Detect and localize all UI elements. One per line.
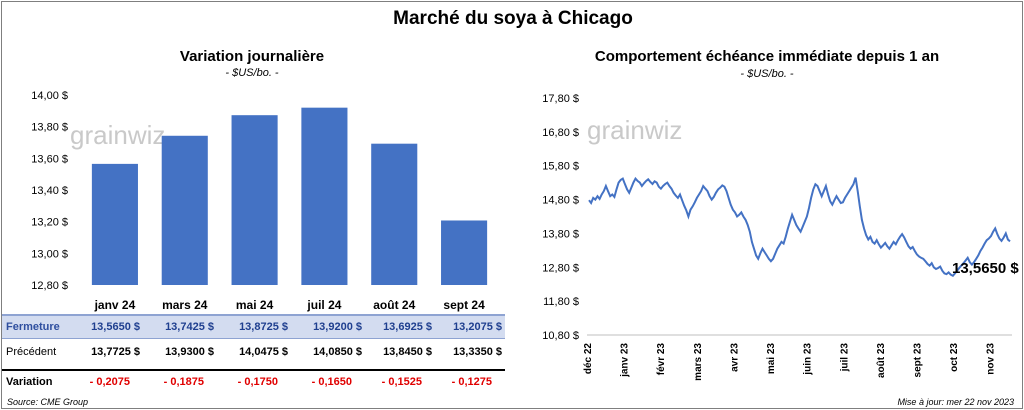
x-tick-label: nov 23 [986, 343, 997, 375]
watermark-logo: grainwiz [587, 115, 682, 145]
variation-cell: - 0,1750 [237, 376, 278, 388]
x-tick-label: janv 24 [94, 298, 136, 312]
previous-cell: 13,7725 $ [91, 346, 140, 358]
previous-row-label: Précédent [6, 346, 57, 358]
y-tick-label: 17,80 $ [542, 93, 579, 105]
close-cell: 13,7425 $ [165, 321, 214, 333]
y-tick-label: 12,80 $ [542, 262, 579, 274]
x-tick-label: janv 23 [620, 343, 631, 378]
x-tick-label: oct 23 [949, 343, 960, 372]
left-chart-title: Variation journalière [179, 48, 325, 65]
series-line [588, 176, 1011, 278]
y-tick-label: 13,60 $ [31, 153, 68, 165]
variation-cell: - 0,1275 [451, 376, 492, 388]
y-tick-label: 13,80 $ [542, 228, 579, 240]
variation-row-label: Variation [6, 376, 53, 388]
previous-cell: 13,3350 $ [453, 346, 502, 358]
close-row: Fermeture 13,5650 $ 13,7425 $ 13,8725 $ … [2, 314, 505, 339]
watermark-logo: grainwiz [70, 120, 165, 150]
bar [441, 220, 488, 285]
update-note: Mise à jour: mer 22 nov 2023 [897, 397, 1014, 407]
y-tick-label: 10,80 $ [542, 330, 579, 342]
close-cell: 13,9200 $ [313, 321, 362, 333]
close-cell: 13,8725 $ [239, 321, 288, 333]
source-note: Source: CME Group [7, 397, 89, 407]
close-cell: 13,2075 $ [453, 321, 502, 333]
x-tick-label: août 24 [373, 298, 415, 312]
close-cell: 13,6925 $ [383, 321, 432, 333]
y-tick-label: 13,80 $ [31, 122, 68, 134]
x-tick-label: mars 24 [162, 298, 208, 312]
right-chart-title: Comportement échéance immédiate depuis 1… [594, 48, 940, 65]
y-tick-label: 11,80 $ [543, 296, 579, 308]
x-tick-label: mars 23 [693, 343, 704, 381]
y-tick-label: 13,40 $ [31, 185, 68, 197]
bar [301, 107, 348, 286]
bar [371, 143, 418, 285]
x-tick-label: juil 24 [306, 298, 341, 312]
variation-row: Variation - 0,2075 - 0,1875 - 0,1750 - 0… [2, 369, 505, 395]
variation-cell: - 0,1525 [381, 376, 422, 388]
x-tick-label: déc 22 [583, 343, 594, 375]
last-value-label: 13,5650 $ [952, 260, 1019, 277]
x-tick-label: mai 24 [236, 298, 274, 312]
bar [91, 163, 138, 285]
y-tick-label: 16,80 $ [542, 127, 579, 139]
x-tick-label: mai 23 [766, 343, 777, 375]
x-tick-label: juil 23 [839, 343, 850, 373]
y-tick-label: 14,00 $ [31, 90, 68, 102]
variation-cell: - 0,1650 [311, 376, 352, 388]
bar-chart: grainwiz 12,80 $ 13,00 $ 13,20 $ 13,40 $ 13,… [31, 90, 488, 312]
y-tick-label: 13,20 $ [31, 217, 68, 229]
x-tick-label: sept 23 [912, 343, 923, 378]
bar [231, 115, 278, 285]
right-chart-subtitle: - $US/bo. - [740, 68, 794, 80]
y-tick-label: 15,80 $ [542, 161, 579, 173]
y-tick-label: 13,00 $ [31, 248, 68, 260]
left-chart-subtitle: - $US/bo. - [225, 67, 279, 79]
x-tick-label: avr 23 [729, 343, 740, 372]
x-tick-label: sept 24 [443, 298, 485, 312]
x-tick-label: févr 23 [656, 343, 667, 376]
previous-cell: 14,0850 $ [313, 346, 362, 358]
bar [161, 135, 208, 285]
x-tick-label: juin 23 [803, 343, 814, 376]
previous-row: Précédent 13,7725 $ 13,9300 $ 14,0475 $ … [2, 341, 505, 365]
main-title: Marché du soya à Chicago [393, 8, 633, 29]
close-row-label: Fermeture [6, 321, 60, 333]
y-tick-label: 12,80 $ [31, 280, 68, 292]
line-chart: grainwiz 10,80 $ 11,80 $ 12,80 $ 13,80 $ 14,… [542, 93, 1012, 381]
previous-cell: 13,9300 $ [165, 346, 214, 358]
previous-cell: 14,0475 $ [239, 346, 288, 358]
variation-cell: - 0,1875 [163, 376, 204, 388]
close-cell: 13,5650 $ [91, 321, 140, 333]
variation-cell: - 0,2075 [89, 376, 130, 388]
y-tick-label: 14,80 $ [542, 195, 579, 207]
x-tick-label: août 23 [876, 343, 887, 378]
previous-cell: 13,8450 $ [383, 346, 432, 358]
